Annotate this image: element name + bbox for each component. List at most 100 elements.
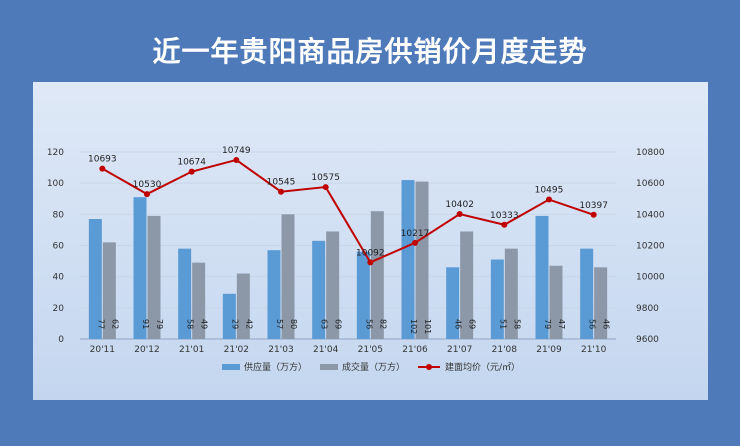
left-tick-label: 80 (53, 210, 65, 220)
price-point (546, 196, 552, 203)
supply-bar (446, 267, 460, 339)
supply-value-label: 63 (320, 319, 329, 329)
sales-value-label: 49 (200, 319, 209, 329)
price-label: 10397 (579, 201, 608, 211)
category-label: 21'01 (179, 345, 204, 355)
supply-bar (535, 215, 549, 339)
supply-bar (88, 219, 102, 339)
sales-bar (594, 267, 608, 339)
price-point (188, 168, 195, 175)
legend-swatch-supply (222, 364, 240, 370)
category-label: 20'12 (134, 345, 159, 355)
sales-bar (370, 211, 384, 339)
price-label: 10545 (267, 178, 296, 188)
supply-bar (222, 293, 236, 339)
category-label: 21'04 (313, 345, 339, 355)
left-tick-label: 100 (47, 179, 64, 189)
sales-value-label: 46 (602, 319, 611, 329)
price-label: 10674 (177, 158, 206, 168)
right-tick-label: 9800 (636, 304, 659, 314)
legend-label-sales: 成交量（万方） (342, 361, 405, 373)
sales-value-label: 82 (378, 319, 387, 329)
sales-bar (236, 273, 250, 339)
legend-label-supply: 供应量（万方） (244, 361, 307, 373)
legend-swatch-sales (320, 364, 338, 370)
price-label: 10092 (356, 248, 385, 258)
category-label: 21'02 (224, 345, 249, 355)
right-tick-label: 10400 (636, 210, 665, 220)
price-point (367, 259, 374, 266)
left-tick-label: 60 (53, 242, 65, 252)
left-tick-label: 0 (58, 335, 64, 345)
bars: 77 62 91 79 58 49 29 42 57 80 63 69 56 82 102 101 46 69 51… (88, 180, 611, 339)
supply-value-label: 57 (275, 319, 284, 329)
sales-value-label: 69 (334, 319, 343, 329)
sales-bar (326, 231, 340, 339)
supply-value-label: 46 (454, 319, 463, 329)
chart-panel: 0 20 40 60 80 100 120 9600 9800 10000 10200 10400 1… (33, 82, 708, 400)
legend-marker-price (426, 364, 432, 370)
left-tick-label: 120 (47, 148, 64, 158)
price-label: 10749 (222, 146, 251, 156)
left-axis-ticks: 0 20 40 60 80 100 120 (47, 148, 64, 345)
sales-value-label: 101 (423, 319, 432, 334)
category-label: 20'11 (90, 345, 115, 355)
price-point (322, 184, 329, 191)
sales-bar (504, 248, 518, 339)
sales-bar (415, 181, 429, 339)
right-tick-label: 10200 (636, 242, 665, 252)
sales-value-label: 62 (110, 319, 119, 329)
category-label: 21'06 (402, 345, 428, 355)
supply-value-label: 91 (141, 319, 150, 329)
sales-bar (460, 231, 474, 339)
price-point (590, 211, 597, 218)
chart-svg: 0 20 40 60 80 100 120 9600 9800 10000 10200 10400 1… (47, 146, 665, 373)
sales-bar (192, 262, 206, 339)
supply-value-label: 79 (543, 319, 552, 329)
right-tick-label: 10800 (636, 148, 665, 158)
sales-bar (102, 242, 116, 339)
supply-bar (133, 197, 147, 339)
supply-value-label: 56 (364, 319, 373, 329)
supply-bar (178, 248, 192, 339)
supply-bar (401, 180, 415, 339)
sales-value-label: 47 (557, 319, 566, 329)
category-ticks: 20'11 20'12 21'01 21'02 21'03 21'04 21'05 21'06… (90, 345, 607, 355)
left-tick-label: 40 (53, 273, 65, 283)
price-point (99, 165, 106, 172)
price-label: 10402 (445, 200, 474, 210)
price-label: 10693 (88, 155, 117, 165)
price-point (144, 191, 150, 198)
category-label: 21'10 (581, 345, 607, 355)
sales-value-label: 42 (244, 319, 253, 329)
supply-bar (490, 259, 504, 339)
chart-title: 近一年贵阳商品房供销价月度走势 (152, 35, 588, 68)
sales-value-label: 80 (289, 319, 298, 329)
legend: 供应量（万方） 成交量（万方） 建面均价（元/㎡） (222, 361, 520, 373)
sales-value-label: 79 (155, 319, 164, 329)
supply-value-label: 77 (96, 319, 105, 329)
price-label: 10217 (401, 229, 430, 239)
price-label: 10575 (311, 173, 340, 183)
right-tick-label: 10000 (636, 273, 665, 283)
sales-value-label: 69 (468, 319, 477, 329)
category-label: 21'03 (268, 345, 293, 355)
supply-value-label: 29 (230, 319, 239, 329)
right-tick-label: 10600 (636, 179, 665, 189)
left-tick-label: 20 (53, 304, 65, 314)
sales-bar (549, 265, 563, 339)
supply-value-label: 102 (409, 319, 418, 334)
sales-value-label: 58 (512, 319, 521, 329)
price-label: 10530 (133, 180, 162, 190)
price-point (412, 239, 418, 246)
right-tick-label: 9600 (636, 335, 659, 345)
supply-bar (580, 248, 594, 339)
price-line: 10693 10530 10674 10749 10545 10575 10092 10217… (88, 146, 608, 266)
category-label: 21'08 (492, 345, 518, 355)
price-polyline (101, 158, 594, 264)
price-point (233, 156, 240, 163)
supply-value-label: 51 (498, 319, 507, 329)
price-point (278, 188, 284, 195)
sales-bar (281, 214, 295, 339)
price-point (456, 211, 463, 218)
